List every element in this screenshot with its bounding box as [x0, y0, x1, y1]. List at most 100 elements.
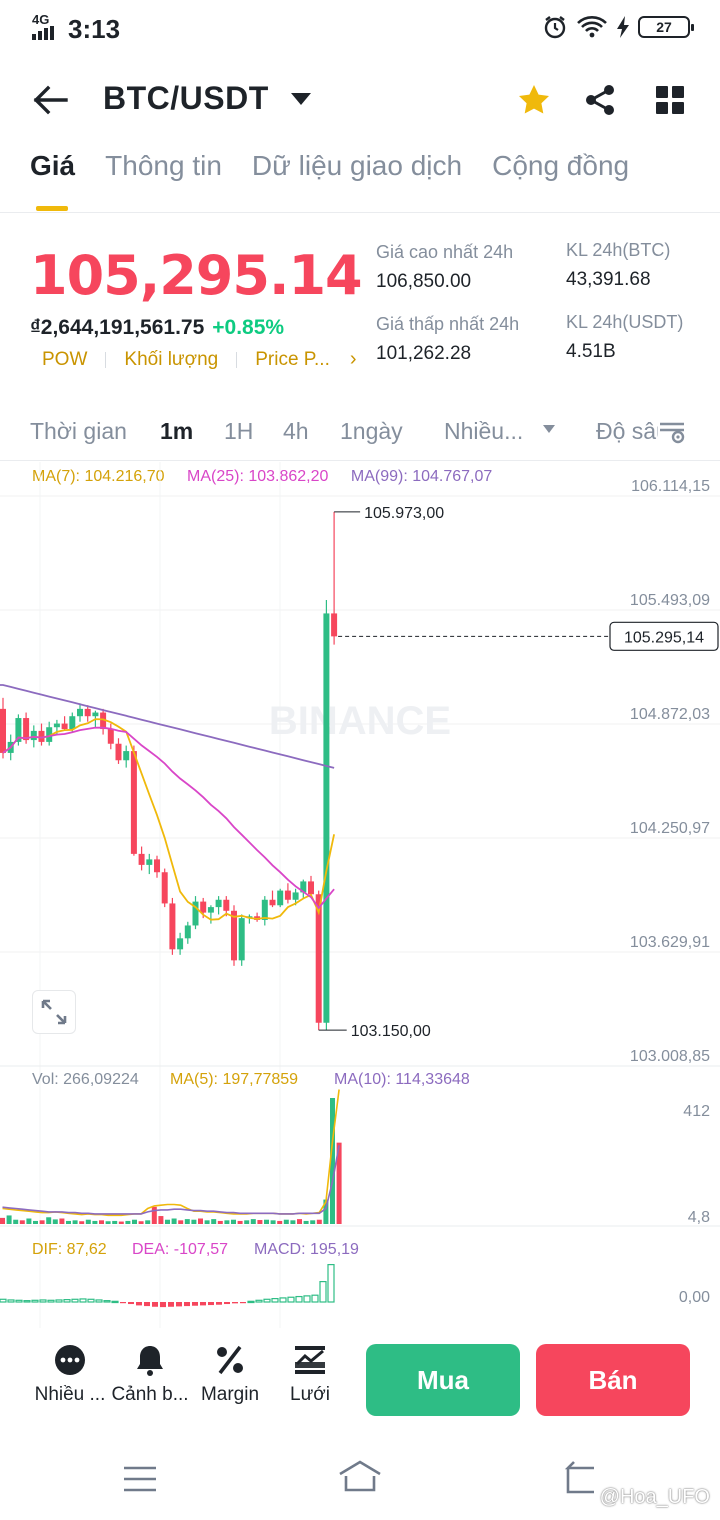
- margin-action[interactable]: Margin: [190, 1342, 270, 1406]
- tab-trading-data[interactable]: Dữ liệu giao dịch: [251, 150, 463, 181]
- status-bar: 4G 3:13 27: [0, 0, 720, 60]
- stat-high: Giá cao nhất 24h 106,850.00: [376, 242, 513, 293]
- more-action[interactable]: Nhiều ...: [30, 1342, 110, 1406]
- y-tick-label: 104.250,97: [630, 820, 710, 837]
- stat-high-label: Giá cao nhất 24h: [376, 242, 514, 262]
- tab-info[interactable]: Thông tin: [105, 150, 222, 181]
- back-nav-icon[interactable]: [560, 1460, 600, 1494]
- macd-dif-label: DIF: 87,62: [32, 1241, 107, 1258]
- grid-action[interactable]: Lưới: [270, 1342, 350, 1406]
- interval-1h[interactable]: 1H: [224, 418, 254, 444]
- macd-bar: [128, 1302, 134, 1305]
- candle-up: [192, 901, 199, 926]
- volume-bar: [85, 1219, 91, 1224]
- volume-bar: [237, 1220, 243, 1224]
- sell-button[interactable]: Bán: [536, 1344, 690, 1416]
- macd-bar: [327, 1263, 335, 1303]
- alert-action-label: Cảnh b...: [111, 1384, 189, 1405]
- volume-bar: [59, 1218, 65, 1224]
- volume-bar: [19, 1220, 25, 1224]
- tab-community[interactable]: Cộng đồng: [492, 150, 630, 181]
- interval-more[interactable]: Nhiều...: [444, 418, 524, 444]
- vol-ma5-line: [2, 1089, 340, 1217]
- tag-price-protection[interactable]: Price P...: [255, 348, 330, 370]
- y-tick-label: 106.114,15: [631, 478, 710, 495]
- interval-1day[interactable]: 1ngày: [340, 418, 403, 444]
- macd-bar: [319, 1280, 327, 1303]
- fullscreen-button[interactable]: [32, 990, 76, 1034]
- volume-bar: [290, 1220, 296, 1224]
- caret-down-icon[interactable]: [290, 92, 312, 106]
- caret-down-icon[interactable]: [542, 424, 556, 434]
- tags-more-chevron-icon[interactable]: ›: [349, 348, 357, 370]
- menu-icon[interactable]: [122, 1464, 158, 1494]
- macd-bar: [0, 1298, 7, 1303]
- vol-ma10-line: [2, 1145, 340, 1215]
- alert-action[interactable]: Cảnh b...: [110, 1342, 190, 1406]
- low-marker-label: 103.150,00: [351, 1023, 431, 1040]
- buy-button[interactable]: Mua: [366, 1344, 520, 1416]
- macd-bar: [160, 1302, 166, 1308]
- volume-bar: [211, 1219, 217, 1224]
- y-tick-label: 104.872,03: [630, 706, 710, 723]
- interval-4h[interactable]: 4h: [283, 418, 309, 444]
- volume-bar: [132, 1219, 137, 1224]
- interval-1m[interactable]: 1m: [160, 418, 194, 444]
- volume-bar: [33, 1220, 38, 1224]
- macd-bar: [87, 1298, 95, 1303]
- tab-price[interactable]: Giá: [30, 150, 76, 211]
- volume-bar: [158, 1216, 164, 1224]
- macd-bar: [63, 1299, 71, 1303]
- stat-high-value: 106,850.00: [376, 271, 472, 292]
- back-arrow-icon[interactable]: [30, 82, 70, 118]
- star-icon[interactable]: [516, 82, 552, 118]
- volume-bar: [151, 1206, 157, 1224]
- macd-bar: [311, 1294, 319, 1303]
- candle-up: [292, 892, 299, 900]
- volume-bar: [330, 1098, 335, 1224]
- battery-indicator: 27: [638, 16, 694, 38]
- stat-vol-btc-value: 43,391.68: [566, 269, 651, 290]
- ma99-label: MA(99): 104.767,07: [350, 468, 493, 485]
- chart-settings-icon[interactable]: [658, 420, 686, 446]
- ma7-label: MA(7): 104.216,70: [32, 468, 165, 485]
- candle-down: [107, 729, 114, 744]
- volume-bar: [26, 1218, 32, 1224]
- macd-bar: [184, 1302, 190, 1307]
- candle-down: [200, 901, 207, 913]
- more-dots-icon: [55, 1345, 85, 1375]
- share-icon[interactable]: [582, 82, 618, 118]
- margin-action-label: Margin: [200, 1384, 260, 1405]
- macd-value-label: MACD: 195,19: [254, 1241, 359, 1258]
- interval-time-label[interactable]: Thời gian: [30, 418, 127, 444]
- candle-down: [308, 881, 314, 895]
- binance-watermark: BINANCE: [269, 699, 451, 743]
- macd-bar: [79, 1298, 87, 1303]
- candle-down: [154, 859, 160, 873]
- macd-bar: [31, 1299, 39, 1303]
- kline-chart[interactable]: BINANCE 106.114,15105.493,09104.872,0310…: [0, 462, 720, 1328]
- macd-bar: [152, 1302, 158, 1307]
- candle-down: [100, 712, 107, 730]
- tag-volume[interactable]: Khối lượng: [124, 348, 219, 370]
- volume-bar: [52, 1219, 58, 1224]
- vol-ma5-label: MA(5): 197,77859: [170, 1071, 298, 1088]
- candle-up: [215, 899, 222, 908]
- home-icon[interactable]: [336, 1458, 384, 1494]
- bell-icon: [137, 1346, 163, 1376]
- macd-zero-label: 0,00: [679, 1289, 710, 1306]
- grid-layout-icon[interactable]: [652, 82, 688, 118]
- macd-bar: [71, 1298, 79, 1303]
- candle-up: [46, 727, 53, 742]
- tag-pow[interactable]: POW: [42, 348, 88, 370]
- volume-bar: [145, 1220, 151, 1224]
- pair-title[interactable]: BTC/USDT: [103, 80, 269, 116]
- macd-bar: [136, 1302, 142, 1306]
- volume-bar: [39, 1220, 45, 1224]
- volume-bar: [46, 1217, 52, 1224]
- alarm-icon: [544, 16, 566, 39]
- volume-bar: [178, 1220, 184, 1224]
- volume-bar: [165, 1219, 170, 1224]
- volume-bar: [125, 1220, 131, 1224]
- interval-depth[interactable]: Độ sâu: [596, 418, 658, 444]
